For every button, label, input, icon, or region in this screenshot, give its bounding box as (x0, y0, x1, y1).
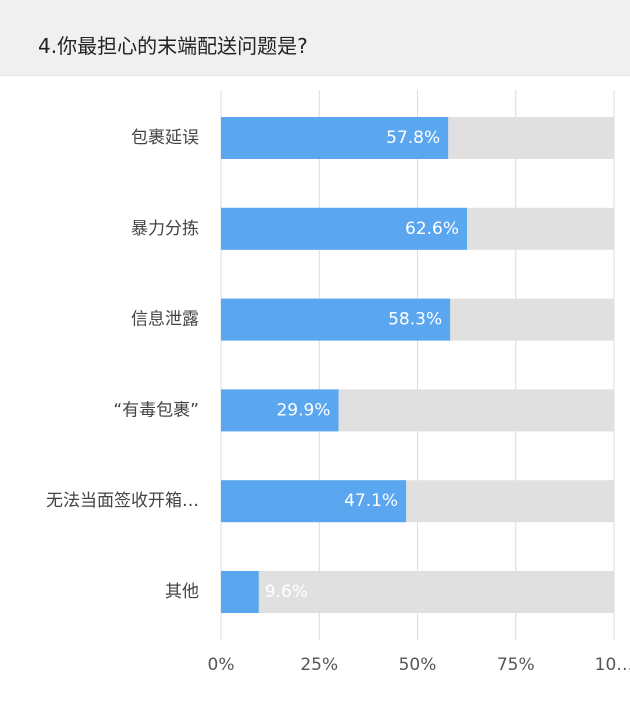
chart-title: 4.你最担心的末端配送问题是? (38, 34, 308, 58)
x-tick-label: 25% (300, 655, 338, 675)
bar (221, 480, 407, 523)
bar-track (221, 571, 614, 613)
x-tick-label: 0% (208, 655, 235, 675)
header: 4.你最担心的末端配送问题是? (0, 0, 630, 76)
y-tick-label: “有毒包裹” (113, 400, 199, 420)
value-label: 58.3% (388, 310, 442, 330)
y-tick-label: 信息泄露 (131, 310, 199, 330)
x-tick-label: 75% (497, 655, 535, 675)
bar (221, 389, 339, 432)
bar (221, 571, 259, 613)
y-tick-label: 无法当面签收开箱… (46, 491, 199, 511)
value-label: 57.8% (386, 128, 440, 148)
chart: 0% 25% 50% 75% 10… 包裹延误 57.8% 暴力分拣 62.6% 信息泄露 58.3… (46, 90, 630, 675)
bar (221, 298, 451, 341)
x-tick-label: 50% (399, 655, 437, 675)
bar (221, 207, 468, 250)
value-label: 62.6% (405, 219, 459, 239)
value-label: 29.9% (276, 400, 330, 420)
value-label: 47.1% (344, 491, 398, 511)
value-label: 9.6% (265, 582, 308, 602)
y-tick-label: 包裹延误 (131, 128, 199, 148)
bar (221, 117, 449, 159)
x-tick-label: 10… (595, 655, 630, 675)
y-tick-label: 暴力分拣 (131, 219, 199, 239)
y-tick-label: 其他 (165, 582, 199, 602)
